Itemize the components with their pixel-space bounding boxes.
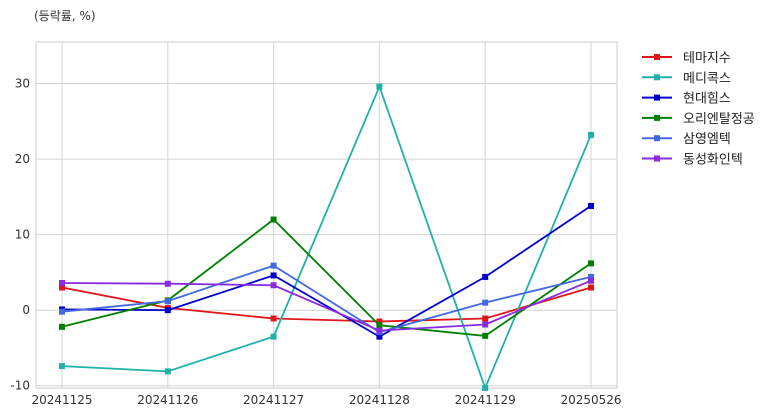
legend-item: 테마지수 (642, 51, 731, 66)
data-point (164, 368, 171, 375)
data-point (482, 332, 489, 339)
data-point (588, 260, 594, 267)
legend-label: 테마지수 (683, 51, 731, 66)
data-point (59, 284, 65, 291)
y-tick-label: 0 (22, 303, 30, 317)
x-tick-label: 20241126 (137, 393, 198, 407)
legend-label: 메디콕스 (683, 71, 731, 86)
data-point (59, 323, 65, 330)
data-point (482, 315, 489, 322)
data-point (482, 385, 489, 391)
data-point (270, 315, 277, 322)
x-tick-label: 20241128 (349, 393, 410, 407)
x-tick-label: 20241127 (243, 393, 304, 407)
data-point (59, 363, 65, 370)
series-line (61, 218, 592, 337)
data-point (376, 318, 383, 325)
data-point (164, 298, 171, 305)
data-point (270, 272, 277, 279)
legend-swatch-marker (654, 94, 660, 101)
legend-item: 삼영엠텍 (642, 132, 731, 147)
data-point (376, 83, 383, 90)
data-point (482, 321, 489, 328)
series-동성화인텍 (59, 277, 594, 334)
x-tick-label: 20241129 (455, 393, 516, 407)
y-tick-label: 30 (15, 77, 30, 91)
legend-label: 동성화인텍 (683, 153, 743, 168)
legend-swatch-marker (654, 135, 660, 142)
data-point (588, 277, 594, 284)
data-point (270, 216, 277, 223)
series-line (61, 84, 592, 391)
data-point (59, 308, 65, 315)
y-tick-label: -10 (10, 379, 30, 393)
data-point (482, 299, 489, 306)
legend-item: 현대힘스 (642, 92, 731, 107)
legend-item: 메디콕스 (642, 71, 731, 86)
data-point (376, 322, 383, 329)
data-point (164, 307, 171, 314)
legend-swatch-marker (654, 74, 660, 81)
data-point (588, 131, 594, 138)
series-메디콕스 (59, 83, 594, 391)
series-line (61, 264, 592, 334)
x-tick-label: 20241125 (31, 393, 92, 407)
legend-swatch-marker (654, 155, 660, 162)
legend-swatch-marker (654, 114, 660, 121)
legend-item: 동성화인텍 (642, 153, 743, 168)
x-axis-ticks: 20241125 20241126 20241127 20241128 20241129… (31, 393, 621, 407)
plot-area (35, 41, 618, 389)
data-point (376, 327, 383, 334)
data-point (270, 262, 277, 269)
y-tick-label: 20 (15, 152, 30, 166)
data-point (270, 282, 277, 289)
legend-label: 오리엔탈정공 (683, 112, 755, 127)
series-group (59, 83, 594, 391)
unit-label: (등락률, %) (34, 9, 96, 23)
series-line (61, 205, 592, 338)
series-line (61, 279, 592, 332)
y-tick-label: 10 (15, 228, 30, 242)
data-point (376, 333, 383, 340)
data-point (482, 273, 489, 280)
data-point (588, 273, 594, 280)
data-point (588, 202, 594, 209)
data-point (270, 333, 277, 340)
legend-item: 오리엔탈정공 (642, 112, 755, 127)
legend-label: 현대힘스 (683, 92, 731, 107)
x-tick-label: 20250526 (560, 393, 621, 407)
data-point (59, 279, 65, 286)
data-point (164, 280, 171, 287)
y-axis-ticks: -10 0 10 20 30 (10, 77, 30, 393)
legend-swatch-marker (654, 54, 660, 60)
data-point (588, 284, 594, 291)
legend-label: 삼영엠텍 (683, 132, 731, 147)
